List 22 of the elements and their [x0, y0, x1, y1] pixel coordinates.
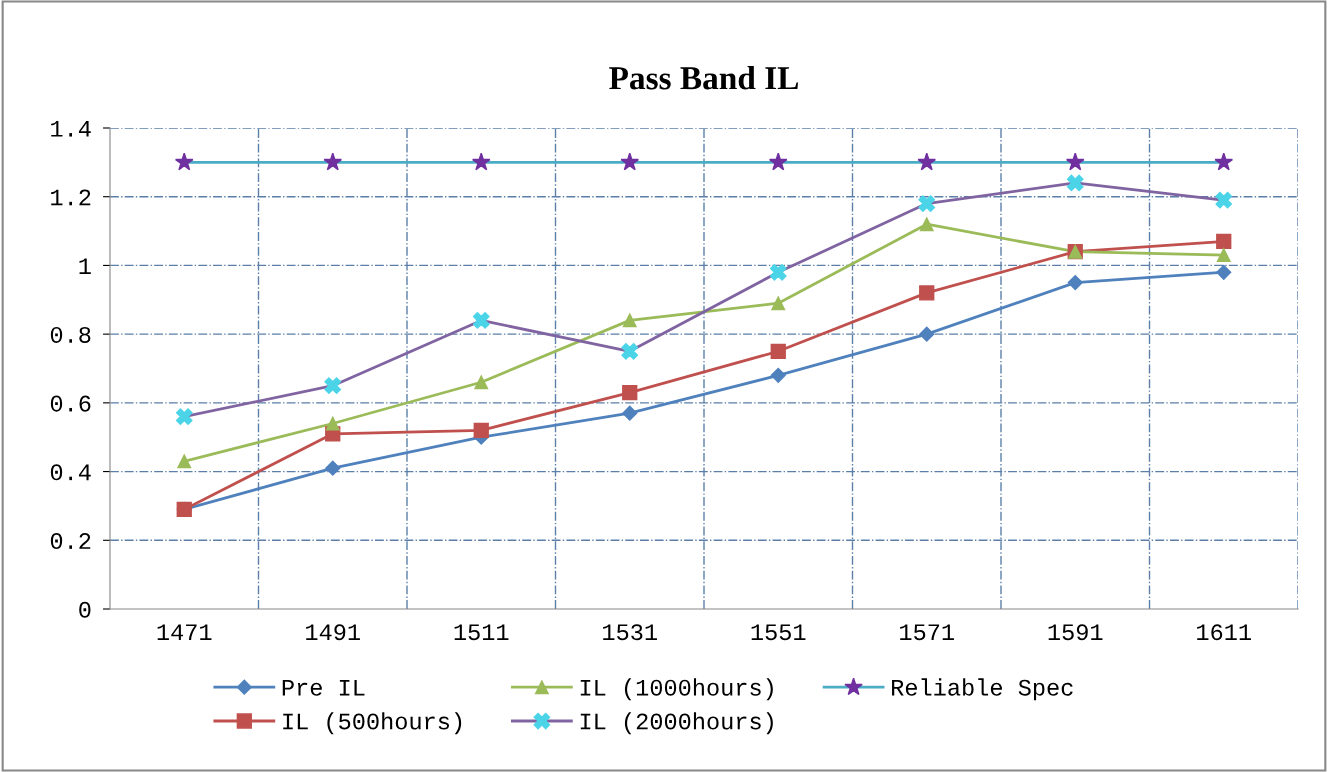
- y-tick-label: 0.6: [50, 395, 91, 412]
- chart-title: Pass Band IL: [609, 65, 799, 90]
- legend-label: IL (2000hours): [580, 712, 773, 735]
- x-tick-label: 1571: [900, 624, 954, 641]
- y-tick-label: 0: [79, 601, 91, 618]
- x-tick-label: 1491: [306, 624, 360, 641]
- x-tick-label: 1611: [1197, 624, 1251, 641]
- x-tick-label: 1471: [157, 624, 212, 640]
- y-tick-label: 0.4: [50, 464, 91, 481]
- legend-label: Reliable Spec: [892, 678, 1073, 701]
- y-tick-label: 1.4: [51, 121, 91, 137]
- y-tick-label: 1.2: [51, 189, 91, 206]
- x-tick-label: 1511: [454, 624, 509, 641]
- y-tick-label: 0.2: [50, 533, 91, 550]
- y-tick-label: 0.8: [50, 326, 91, 343]
- x-tick-label: 1531: [603, 624, 657, 641]
- x-tick-label: 1551: [751, 624, 806, 641]
- legend-label: Pre IL: [282, 679, 365, 696]
- legend-label: IL (1000hours): [580, 678, 773, 701]
- y-tick-label: 1: [79, 258, 91, 274]
- x-tick-label: 1591: [1048, 624, 1103, 641]
- legend-label: IL (500hours): [283, 712, 462, 735]
